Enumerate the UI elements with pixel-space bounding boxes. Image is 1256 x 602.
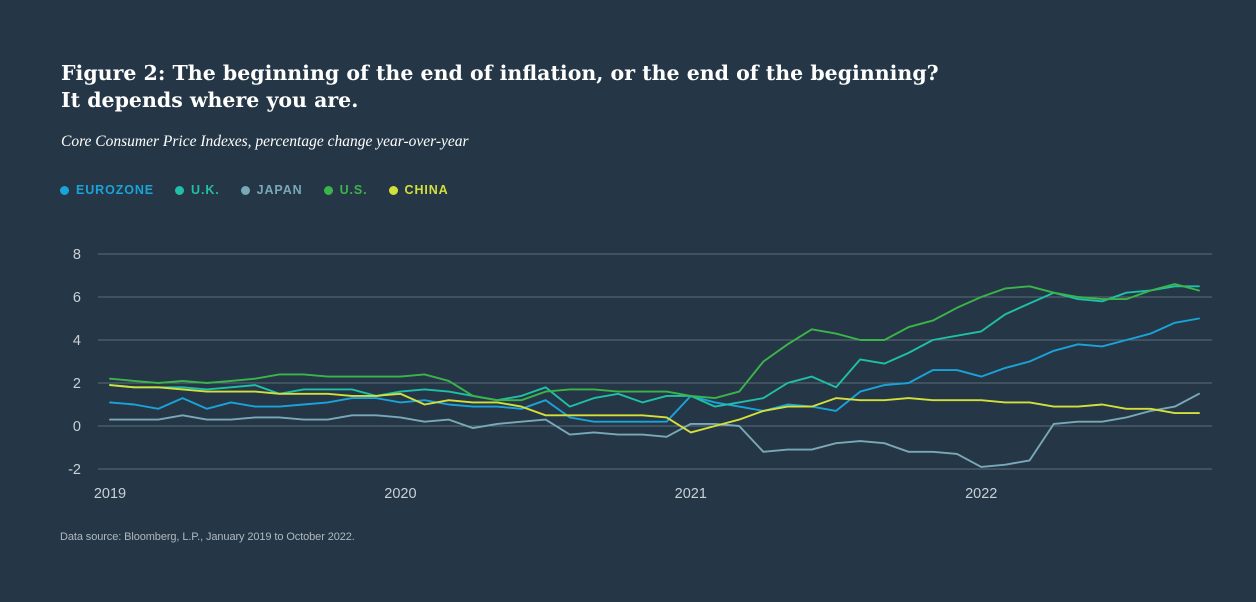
legend-label: U.S. xyxy=(339,183,368,197)
legend-item-japan: JAPAN xyxy=(240,183,303,197)
legend-label: U.K. xyxy=(191,183,220,197)
legend-item-eurozone: EUROZONE xyxy=(60,183,154,197)
data-source-note: Data source: Bloomberg, L.P., January 20… xyxy=(60,531,355,543)
legend-dot-icon xyxy=(388,185,398,195)
chart-title-line-1: Figure 2: The beginning of the end of in… xyxy=(61,61,939,85)
chart-legend: EUROZONE U.K. JAPAN U.S. CHINA xyxy=(60,183,449,197)
legend-dot-icon xyxy=(175,185,185,195)
x-tick-label: 2019 xyxy=(94,486,126,502)
y-tick-label: 0 xyxy=(73,419,81,435)
x-tick-label: 2022 xyxy=(965,486,997,502)
y-tick-label: -2 xyxy=(68,462,81,478)
series-line-eurozone xyxy=(109,317,1200,423)
y-tick-label: 8 xyxy=(73,247,81,263)
y-tick-label: 2 xyxy=(73,376,81,392)
legend-dot-icon xyxy=(60,185,69,195)
legend-item-china: CHINA xyxy=(388,183,449,197)
grid-lines xyxy=(98,253,1212,470)
series-lines xyxy=(109,283,1200,468)
legend-item-us: U.S. xyxy=(323,183,368,197)
series-line-uk xyxy=(109,285,1200,408)
y-tick-label: 6 xyxy=(73,290,81,306)
series-line-china xyxy=(109,384,1200,434)
series-line-us xyxy=(109,283,1200,402)
legend-label: EUROZONE xyxy=(76,183,155,197)
chart-title: Figure 2: The beginning of the end of in… xyxy=(61,60,939,114)
x-tick-label: 2020 xyxy=(384,486,416,502)
x-tick-label: 2021 xyxy=(675,486,707,502)
x-axis-tick-labels: 2019 2020 2021 2022 xyxy=(94,486,997,502)
series-line-japan xyxy=(109,392,1200,468)
chart-title-line-2: It depends where you are. xyxy=(61,88,359,112)
y-axis-tick-labels: 8 6 4 2 0 -2 xyxy=(68,247,81,478)
legend-dot-icon xyxy=(240,185,250,195)
legend-label: CHINA xyxy=(404,183,449,197)
y-tick-label: 4 xyxy=(73,333,81,349)
legend-label: JAPAN xyxy=(256,183,303,197)
legend-dot-icon xyxy=(323,185,333,195)
legend-item-uk: U.K. xyxy=(175,183,220,197)
chart-subtitle: Core Consumer Price Indexes, percentage … xyxy=(61,133,469,150)
